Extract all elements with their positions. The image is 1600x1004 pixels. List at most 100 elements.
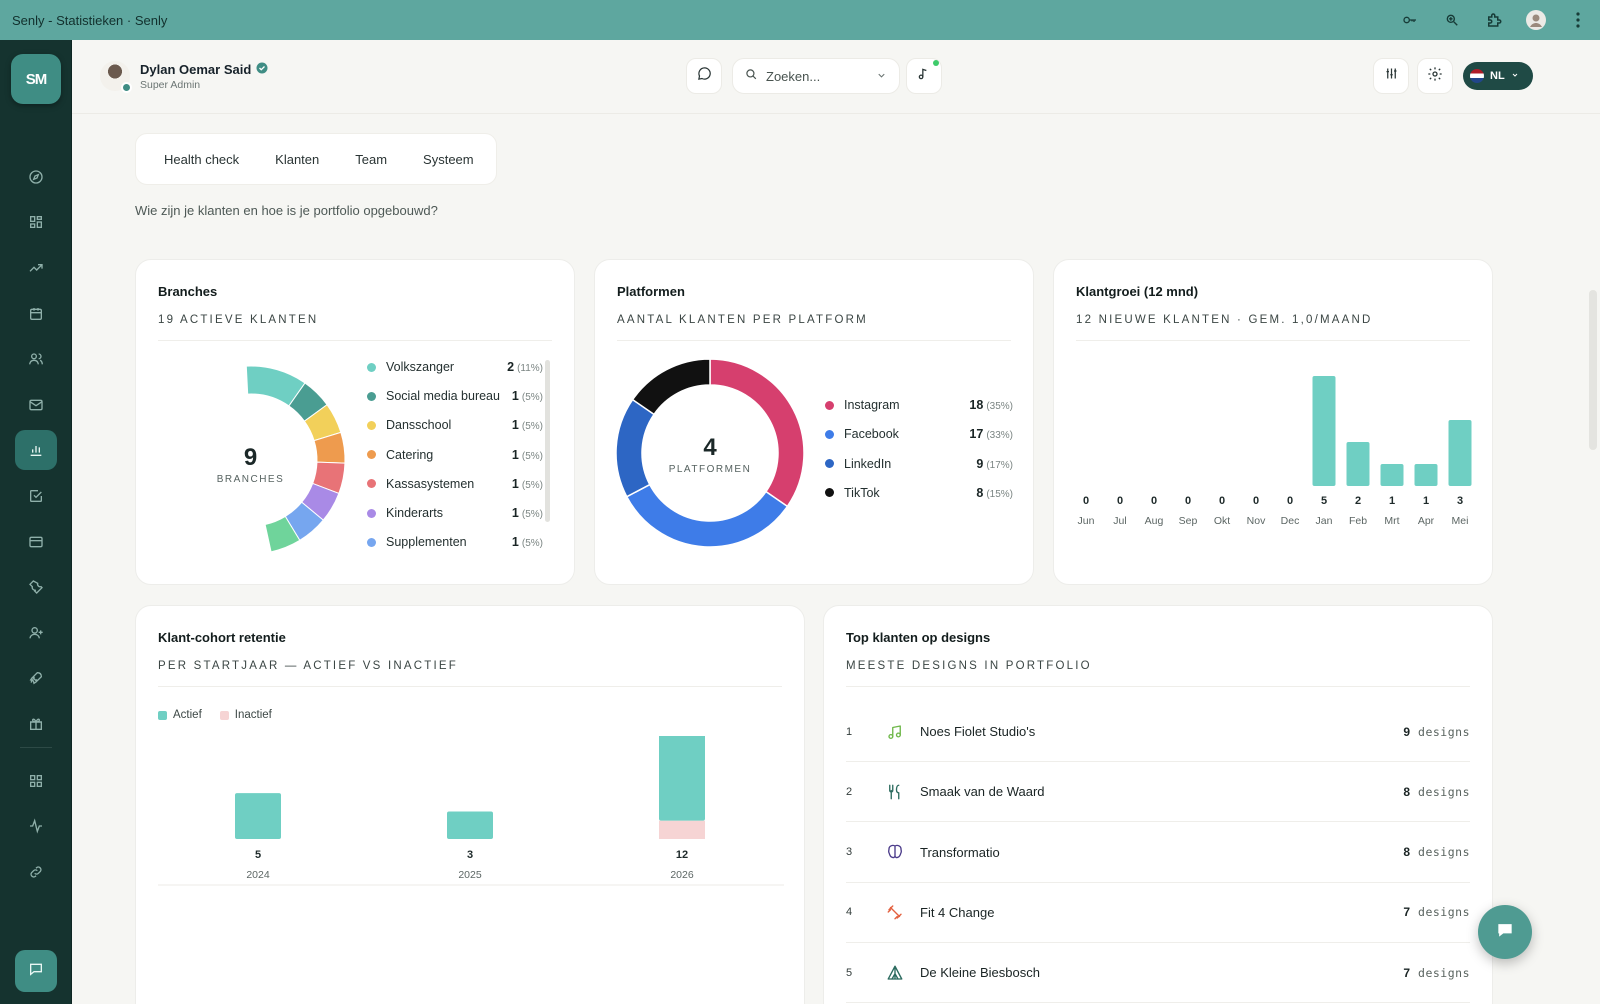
sidebar-item-calendar[interactable] xyxy=(0,291,72,337)
card-subtitle: Per startjaar — actief vs inactief xyxy=(158,660,458,672)
extension-icon[interactable] xyxy=(1484,10,1504,30)
zoom-icon[interactable] xyxy=(1442,10,1462,30)
cohort-bar-inactief[interactable] xyxy=(659,820,705,839)
list-item[interactable]: 2 Smaak van de Waard 8 designs xyxy=(846,762,1470,823)
legend-item[interactable]: TikTok 8 (15%) xyxy=(825,486,1013,500)
legend-item[interactable]: Social media bureau 1 (5%) xyxy=(367,389,543,403)
language-selector[interactable]: NL xyxy=(1463,62,1533,90)
legend-item[interactable]: Kinderarts 1 (5%) xyxy=(367,506,543,520)
legend-item[interactable]: Volkszanger 2 (11%) xyxy=(367,360,543,374)
divider xyxy=(158,686,782,687)
cohort-card: Klant-cohort retentie Per startjaar — ac… xyxy=(135,605,805,1004)
cohort-bar-actief[interactable] xyxy=(235,793,281,839)
search-input[interactable]: Zoeken... xyxy=(732,58,900,94)
page-scrollbar[interactable] xyxy=(1589,290,1597,450)
sidebar-item-activity[interactable] xyxy=(0,804,72,850)
legend-item[interactable]: Kassasystemen 1 (5%) xyxy=(367,477,543,491)
list-item[interactable]: 5 De Kleine Biesbosch 7 designs xyxy=(846,943,1470,1004)
legend-item[interactable]: LinkedIn 9 (17%) xyxy=(825,457,1013,471)
legend-value: 2 (11%) xyxy=(507,360,543,374)
count-unit: designs xyxy=(1418,784,1470,799)
platform-slice[interactable] xyxy=(615,398,656,498)
messages-button[interactable] xyxy=(686,58,722,94)
growth-value-label: 0 xyxy=(1287,495,1293,507)
mail-icon xyxy=(15,385,57,425)
sidebar-item-users[interactable] xyxy=(0,336,72,382)
legend-count: 8 xyxy=(976,485,984,500)
profile-avatar-icon[interactable] xyxy=(1526,10,1546,30)
klantgroei-card: Klantgroei (12 mnd) 12 nieuwe klanten · … xyxy=(1053,259,1493,585)
tab-systeem[interactable]: Systeem xyxy=(423,151,474,167)
legend-value: 1 (5%) xyxy=(512,535,543,549)
sidebar-item-invite[interactable] xyxy=(0,610,72,656)
sidebar-item-links[interactable] xyxy=(0,849,72,895)
legend-swatch xyxy=(367,420,376,430)
count-unit: designs xyxy=(1418,965,1470,980)
platform-slice[interactable] xyxy=(625,483,789,548)
design-count: 7 designs xyxy=(1403,905,1470,919)
sidebar-item-mail[interactable] xyxy=(0,382,72,428)
platform-slice[interactable] xyxy=(709,358,805,508)
sidebar-item-rewards[interactable] xyxy=(0,701,72,747)
sidebar-item-billing[interactable] xyxy=(0,519,72,565)
user-role: Super Admin xyxy=(140,78,201,91)
growth-bar[interactable] xyxy=(1380,464,1404,486)
tab-health-check[interactable]: Health check xyxy=(164,151,240,167)
support-chat-button[interactable] xyxy=(1478,905,1532,959)
branches-slice[interactable] xyxy=(264,515,301,553)
count-value: 8 xyxy=(1403,845,1411,860)
growth-bar[interactable] xyxy=(1346,442,1370,486)
user-profile[interactable]: Dylan Oemar Said Super Admin xyxy=(100,61,268,93)
legend-item[interactable]: Supplementen 1 (5%) xyxy=(367,535,543,549)
sidebar-item-dashboard[interactable] xyxy=(0,154,72,200)
legend-value: 8 (15%) xyxy=(976,486,1013,500)
sidebar-item-launch[interactable] xyxy=(0,656,72,702)
filters-button[interactable] xyxy=(1373,58,1409,94)
sidebar-item-overview[interactable] xyxy=(0,200,72,246)
music-button[interactable] xyxy=(906,58,942,94)
center-value: 4 xyxy=(703,434,717,461)
chat-button[interactable] xyxy=(15,950,57,992)
growth-tick-label: Dec xyxy=(1281,515,1300,527)
key-icon[interactable] xyxy=(1400,10,1420,30)
legend-label: TikTok xyxy=(844,485,880,500)
legend-item[interactable]: Catering 1 (5%) xyxy=(367,448,543,462)
sidebar-item-apps[interactable] xyxy=(0,758,72,804)
tab-klanten[interactable]: Klanten xyxy=(275,151,320,167)
list-item[interactable]: 4 Fit 4 Change 7 designs xyxy=(846,883,1470,943)
app-logo[interactable]: SM xyxy=(11,54,61,104)
growth-bar[interactable] xyxy=(1448,420,1472,486)
settings-button[interactable] xyxy=(1417,58,1453,94)
legend-label: LinkedIn xyxy=(844,456,892,471)
sidebar-nav-bottom xyxy=(0,758,72,895)
count-value: 9 xyxy=(1403,724,1411,739)
sidebar-item-growth[interactable] xyxy=(0,245,72,291)
sidebar-item-tasks[interactable] xyxy=(0,473,72,519)
platformen-center: 4 PLATFORMEN xyxy=(650,434,770,475)
chevron-down-icon xyxy=(1511,70,1519,82)
card-subtitle: 19 actieve klanten xyxy=(158,314,319,326)
legend-item[interactable]: Instagram 18 (35%) xyxy=(825,398,1013,412)
list-item[interactable]: 3 Transformatio 8 designs xyxy=(846,823,1470,883)
branches-legend: Volkszanger 2 (11%) Social media bureau 1 (5%… xyxy=(367,360,543,570)
list-item[interactable]: 1 Noes Fiolet Studio's 9 designs xyxy=(846,702,1470,762)
growth-value-label: 0 xyxy=(1117,495,1123,507)
tab-team[interactable]: Team xyxy=(355,151,388,167)
card-title: Branches xyxy=(158,284,218,299)
tent-icon xyxy=(886,964,920,982)
legend-value: 18 (35%) xyxy=(969,398,1013,412)
status-dot xyxy=(121,82,132,93)
growth-bar[interactable] xyxy=(1414,464,1438,486)
cohort-bar-actief[interactable] xyxy=(447,811,493,840)
legend-scrollbar[interactable] xyxy=(545,360,550,522)
kebab-menu-icon[interactable] xyxy=(1568,10,1588,30)
cohort-bar-actief[interactable] xyxy=(659,736,705,821)
sidebar-item-tools[interactable] xyxy=(0,564,72,610)
platform-slice[interactable] xyxy=(631,358,711,416)
growth-tick-label: Mei xyxy=(1452,515,1469,527)
sidebar-item-statistics[interactable] xyxy=(0,428,72,474)
legend-item[interactable]: Dansschool 1 (5%) xyxy=(367,418,543,432)
legend-item[interactable]: Facebook 17 (33%) xyxy=(825,427,1013,441)
cohort-tick-label: 2025 xyxy=(458,869,482,881)
growth-bar[interactable] xyxy=(1312,376,1336,486)
